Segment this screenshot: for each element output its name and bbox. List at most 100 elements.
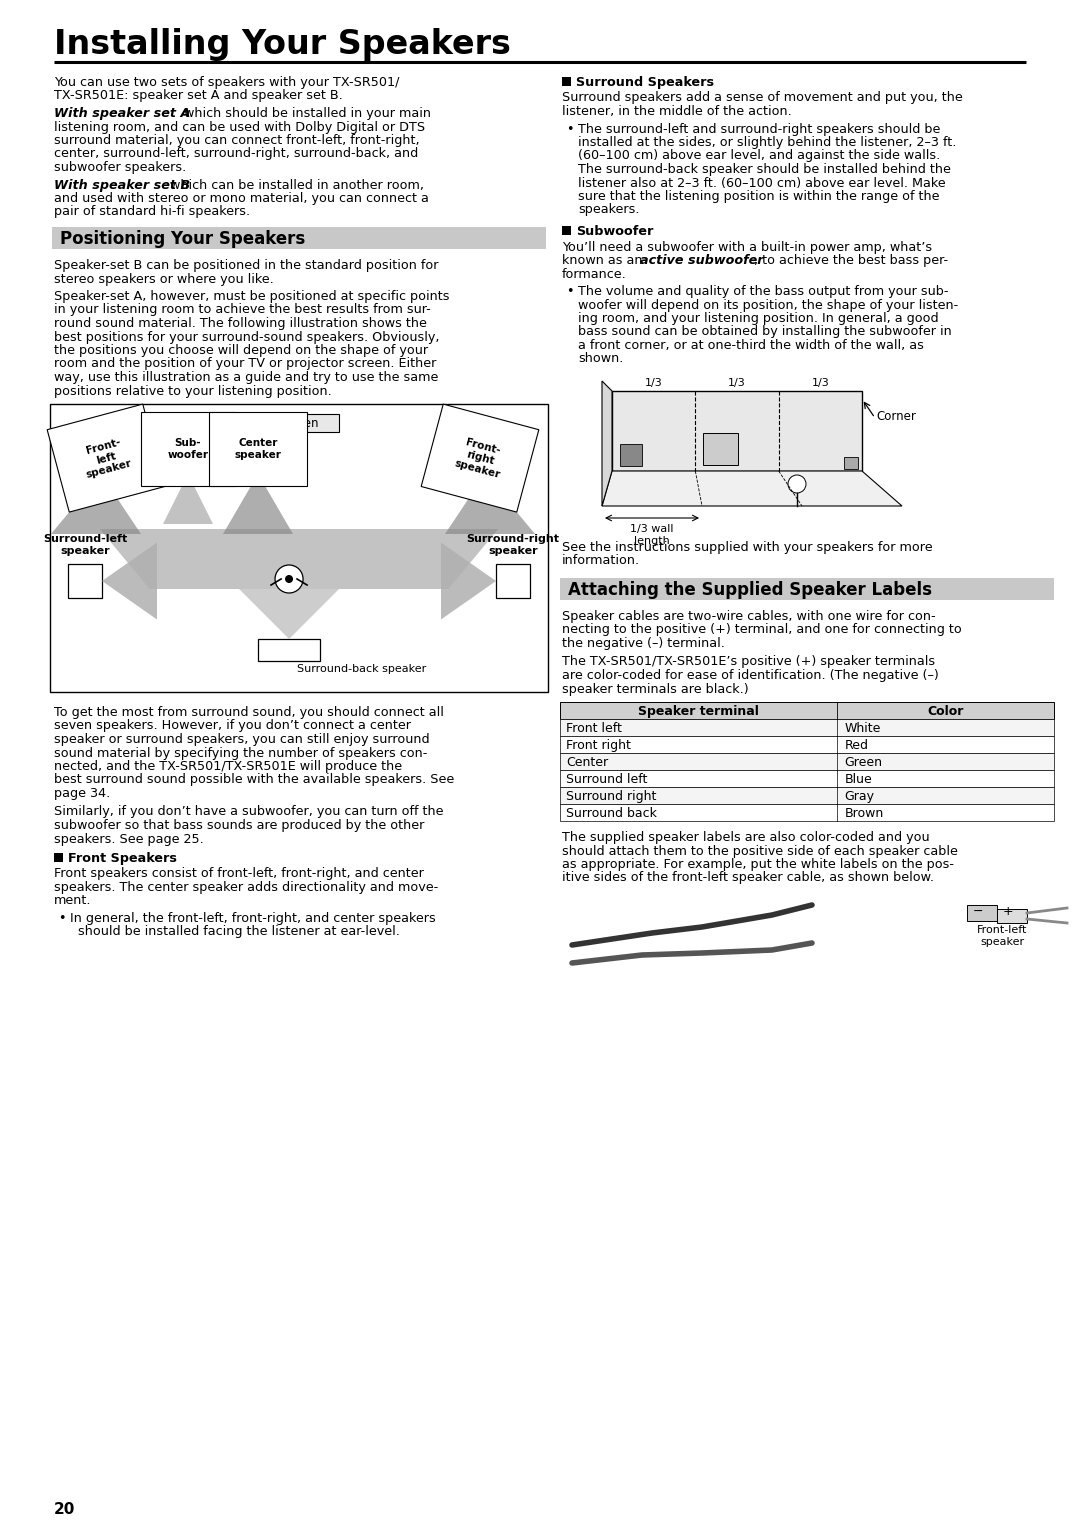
Bar — [54, 853, 63, 862]
Text: way, use this illustration as a guide and try to use the same: way, use this illustration as a guide an… — [54, 371, 438, 384]
Text: •: • — [566, 286, 573, 298]
Bar — [561, 770, 1054, 787]
Text: Speaker-set A, however, must be positioned at specific points: Speaker-set A, however, must be position… — [54, 290, 449, 303]
Text: itive sides of the front-left speaker cable, as shown below.: itive sides of the front-left speaker ca… — [562, 871, 934, 885]
Text: listening room, and can be used with Dolby Digital or DTS: listening room, and can be used with Dol… — [54, 121, 426, 133]
Text: Front-
right
speaker: Front- right speaker — [454, 435, 507, 480]
Text: You can use two sets of speakers with your TX-SR501/: You can use two sets of speakers with yo… — [54, 76, 400, 89]
Text: Surround back: Surround back — [566, 807, 657, 821]
Circle shape — [275, 565, 303, 593]
Text: formance.: formance. — [562, 267, 626, 281]
Bar — [561, 701, 1054, 720]
Polygon shape — [102, 542, 157, 619]
Text: , to achieve the best bass per-: , to achieve the best bass per- — [754, 254, 948, 267]
Text: Surround Speakers: Surround Speakers — [576, 76, 714, 89]
Text: Surround-back speaker: Surround-back speaker — [297, 665, 427, 674]
Text: ment.: ment. — [54, 894, 92, 908]
Text: Blue: Blue — [845, 773, 873, 785]
Text: which can be installed in another room,: which can be installed in another room, — [170, 179, 424, 191]
Text: speaker terminals are black.): speaker terminals are black.) — [562, 683, 748, 695]
Bar — [258, 639, 320, 662]
Text: subwoofer speakers.: subwoofer speakers. — [54, 160, 186, 174]
Text: Installing Your Speakers: Installing Your Speakers — [54, 28, 511, 61]
Text: The surround-left and surround-right speakers should be: The surround-left and surround-right spe… — [578, 122, 941, 136]
Text: Front-left
speaker: Front-left speaker — [976, 924, 1027, 947]
Text: known as an: known as an — [562, 254, 647, 267]
Text: With speaker set A: With speaker set A — [54, 107, 190, 121]
Text: Sub-
woofer: Sub- woofer — [167, 439, 208, 460]
Bar — [562, 226, 571, 235]
Text: speaker or surround speakers, you can still enjoy surround: speaker or surround speakers, you can st… — [54, 733, 430, 746]
Text: Speaker cables are two-wire cables, with one wire for con-: Speaker cables are two-wire cables, with… — [562, 610, 935, 623]
Text: room and the position of your TV or projector screen. Either: room and the position of your TV or proj… — [54, 358, 436, 370]
Polygon shape — [222, 474, 293, 533]
Text: speakers. See page 25.: speakers. See page 25. — [54, 833, 204, 845]
Polygon shape — [99, 529, 498, 588]
Polygon shape — [51, 474, 141, 533]
Text: stereo speakers or where you like.: stereo speakers or where you like. — [54, 272, 273, 286]
Bar — [703, 432, 739, 465]
Text: listener, in the middle of the action.: listener, in the middle of the action. — [562, 105, 792, 118]
Text: −: − — [973, 905, 984, 918]
Bar — [561, 578, 1054, 601]
Text: (60–100 cm) above ear level, and against the side walls.: (60–100 cm) above ear level, and against… — [578, 150, 941, 162]
Text: You’ll need a subwoofer with a built-in power amp, what’s: You’ll need a subwoofer with a built-in … — [562, 240, 932, 254]
Text: Speaker terminal: Speaker terminal — [638, 704, 759, 718]
Polygon shape — [239, 588, 339, 639]
Circle shape — [788, 475, 806, 494]
Bar — [50, 403, 548, 692]
Text: listener also at 2–3 ft. (60–100 cm) above ear level. Make: listener also at 2–3 ft. (60–100 cm) abo… — [578, 177, 946, 189]
Bar — [620, 445, 642, 466]
Circle shape — [285, 575, 293, 584]
Text: Surround-left
speaker: Surround-left speaker — [43, 533, 127, 556]
Text: 1/3: 1/3 — [645, 377, 662, 388]
Text: Brown: Brown — [845, 807, 883, 821]
Text: Front right: Front right — [566, 740, 631, 752]
Text: In general, the front-left, front-right, and center speakers: In general, the front-left, front-right,… — [70, 912, 435, 924]
Polygon shape — [602, 380, 612, 506]
Polygon shape — [441, 542, 496, 619]
Text: Surround left: Surround left — [566, 773, 647, 785]
Bar — [967, 905, 997, 921]
Bar — [562, 76, 571, 86]
Text: best surround sound possible with the available speakers. See: best surround sound possible with the av… — [54, 773, 455, 787]
Text: Speaker-set B can be positioned in the standard position for: Speaker-set B can be positioned in the s… — [54, 260, 438, 272]
Text: information.: information. — [562, 555, 640, 567]
Text: White: White — [845, 723, 881, 735]
Text: best positions for your surround-sound speakers. Obviously,: best positions for your surround-sound s… — [54, 330, 440, 344]
Text: To get the most from surround sound, you should connect all: To get the most from surround sound, you… — [54, 706, 444, 720]
Text: positions relative to your listening position.: positions relative to your listening pos… — [54, 385, 332, 397]
Text: a front corner, or at one-third the width of the wall, as: a front corner, or at one-third the widt… — [578, 339, 923, 351]
Text: The supplied speaker labels are also color-coded and you: The supplied speaker labels are also col… — [562, 831, 930, 843]
Polygon shape — [445, 474, 535, 533]
Text: TX-SR501E: speaker set A and speaker set B.: TX-SR501E: speaker set A and speaker set… — [54, 90, 342, 102]
Bar — [561, 753, 1054, 770]
Text: With speaker set B: With speaker set B — [54, 179, 190, 191]
Text: are color-coded for ease of identification. (The negative (–): are color-coded for ease of identificati… — [562, 669, 939, 681]
Text: Green: Green — [845, 756, 882, 769]
Text: woofer will depend on its position, the shape of your listen-: woofer will depend on its position, the … — [578, 298, 958, 312]
Polygon shape — [602, 471, 902, 506]
Text: and used with stereo or mono material, you can connect a: and used with stereo or mono material, y… — [54, 193, 429, 205]
Text: surround material, you can connect front-left, front-right,: surround material, you can connect front… — [54, 134, 420, 147]
Text: 20: 20 — [54, 1502, 76, 1517]
Bar — [496, 564, 530, 597]
Bar — [68, 564, 102, 597]
Text: in your listening room to achieve the best results from sur-: in your listening room to achieve the be… — [54, 304, 431, 316]
Text: page 34.: page 34. — [54, 787, 110, 801]
Text: Surround speakers add a sense of movement and put you, the: Surround speakers add a sense of movemen… — [562, 92, 962, 104]
Bar — [843, 457, 858, 469]
Text: +: + — [1003, 905, 1014, 918]
Text: the positions you choose will depend on the shape of your: the positions you choose will depend on … — [54, 344, 428, 358]
Bar — [561, 804, 1054, 821]
Bar — [239, 414, 339, 432]
Text: subwoofer so that bass sounds are produced by the other: subwoofer so that bass sounds are produc… — [54, 819, 424, 833]
Text: Positioning Your Speakers: Positioning Your Speakers — [60, 231, 306, 248]
Bar — [561, 736, 1054, 753]
Text: Red: Red — [845, 740, 868, 752]
Text: speakers. The center speaker adds directionality and move-: speakers. The center speaker adds direct… — [54, 882, 438, 894]
Text: Gray: Gray — [845, 790, 875, 804]
Text: Surround-right
speaker: Surround-right speaker — [467, 533, 559, 556]
Text: bass sound can be obtained by installing the subwoofer in: bass sound can be obtained by installing… — [578, 325, 951, 339]
Text: active subwoofer: active subwoofer — [640, 254, 764, 267]
